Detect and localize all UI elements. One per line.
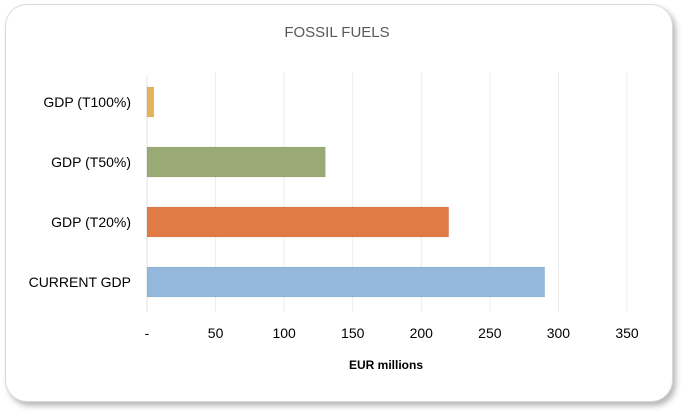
bar <box>146 86 155 118</box>
category-label: GDP (T100%) <box>43 94 131 110</box>
x-tick-label: 300 <box>547 325 571 341</box>
bar <box>146 206 450 238</box>
x-tick-label: 50 <box>208 325 224 341</box>
bar <box>146 146 326 178</box>
x-tick-label: 200 <box>410 325 434 341</box>
x-tick-label: 100 <box>272 325 296 341</box>
bar <box>146 266 546 298</box>
category-label: GDP (T50%) <box>51 154 131 170</box>
x-tick-label: - <box>145 325 150 341</box>
x-tick-label: 150 <box>341 325 365 341</box>
category-labels: GDP (T100%) GDP (T50%) GDP (T20%) CURRENT G… <box>29 94 131 290</box>
x-tick-label: 350 <box>615 325 639 341</box>
x-tick-label: 250 <box>478 325 502 341</box>
x-axis-label: EUR millions <box>349 358 423 372</box>
chart-title: FOSSIL FUELS <box>284 24 389 41</box>
x-tick-labels: - 50 100 150 200 250 300 350 <box>145 325 639 341</box>
category-label: CURRENT GDP <box>29 274 131 290</box>
category-label: GDP (T20%) <box>51 214 131 230</box>
chart-card <box>5 4 673 402</box>
bars <box>146 86 546 298</box>
